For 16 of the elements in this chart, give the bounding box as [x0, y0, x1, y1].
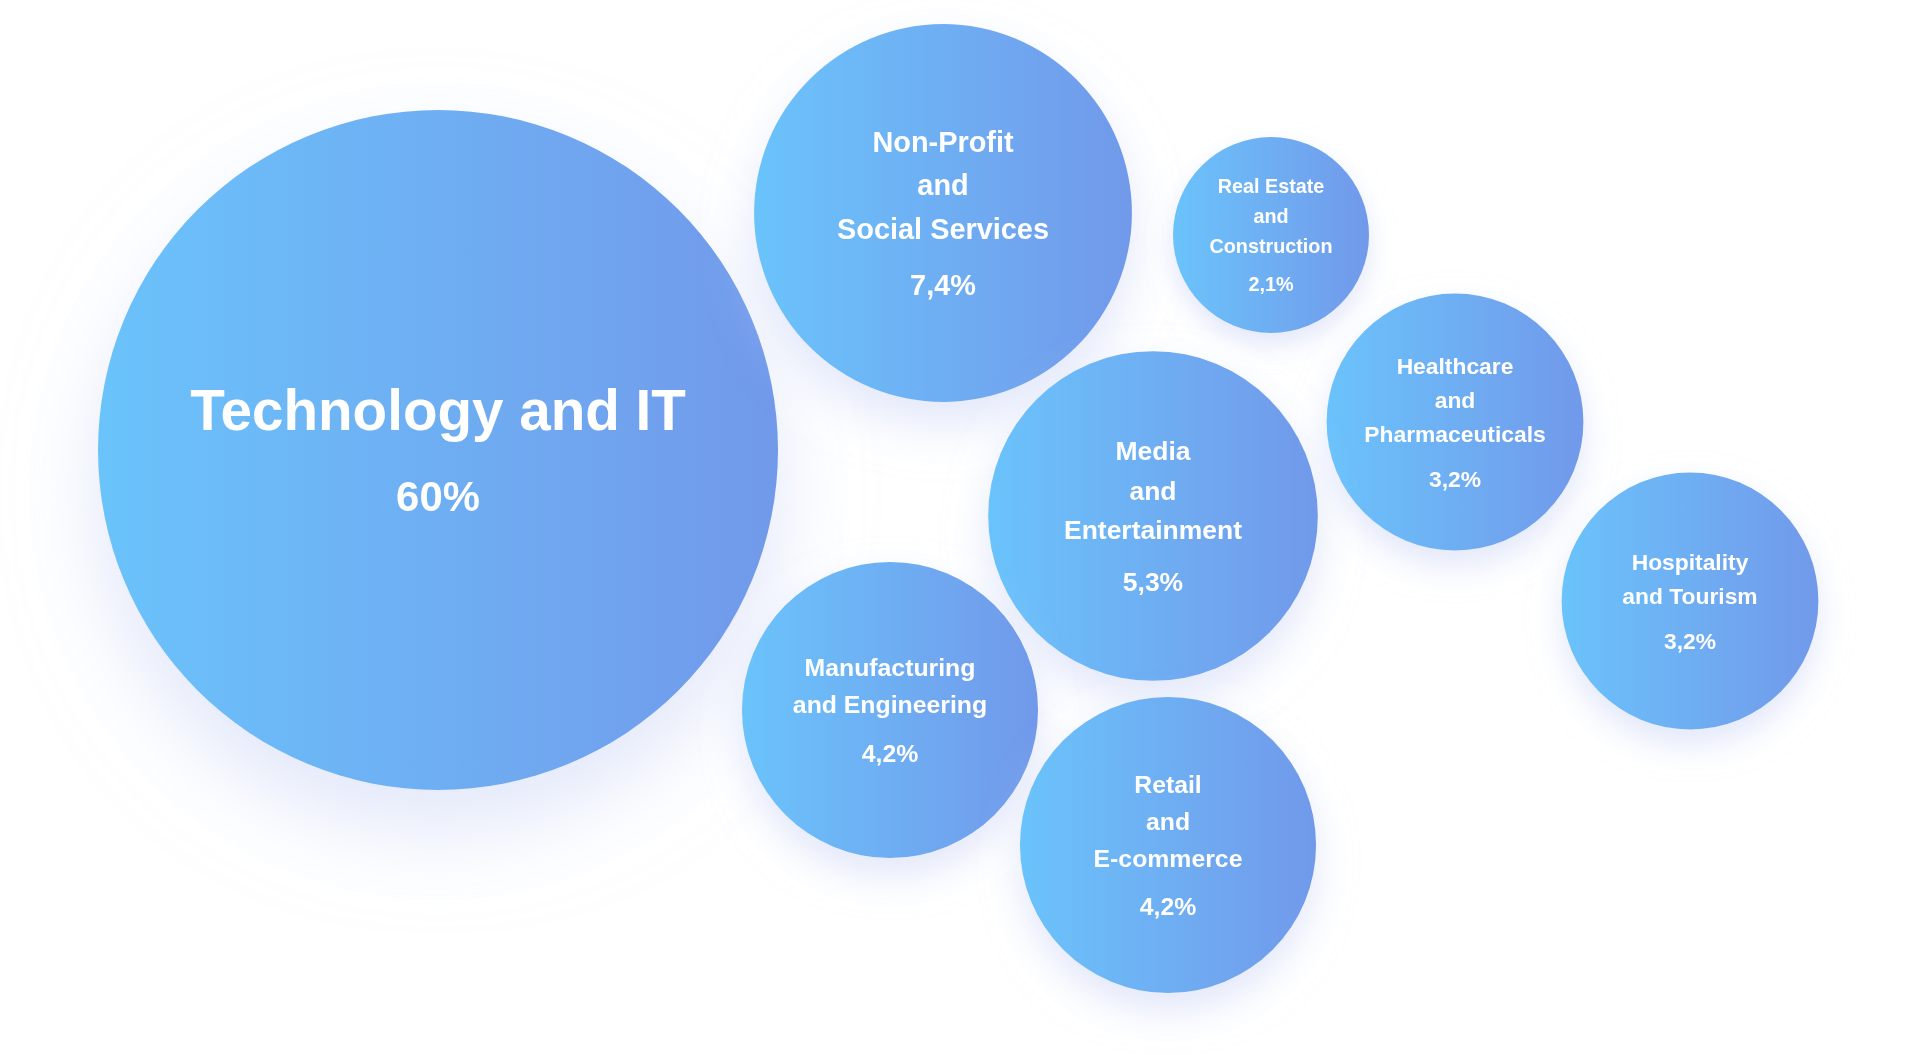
category-label: Retail and E-commerce	[1093, 770, 1243, 872]
data-label: 4,2%	[861, 739, 919, 767]
category-label: Non-Profit and Social Services	[837, 125, 1049, 245]
category-label: Technology and IT	[190, 378, 686, 442]
category-label: Real Estate and Construction	[1209, 175, 1333, 257]
data-label: 4,2%	[1139, 893, 1197, 921]
data-label: 2,1%	[1248, 273, 1294, 296]
data-label: 7,4%	[910, 268, 976, 301]
data-label: 3,2%	[1663, 627, 1717, 654]
category-label: Hospitality and Tourism	[1622, 548, 1758, 610]
data-label: 60%	[396, 473, 480, 521]
category-label: Healthcare and Pharmaceuticals	[1364, 352, 1546, 448]
category-label: Manufacturing and Engineering	[792, 654, 988, 719]
data-label: 5,3%	[1122, 567, 1184, 598]
data-label: 3,2%	[1428, 465, 1482, 492]
category-label: Media and Entertainment	[1064, 435, 1243, 546]
